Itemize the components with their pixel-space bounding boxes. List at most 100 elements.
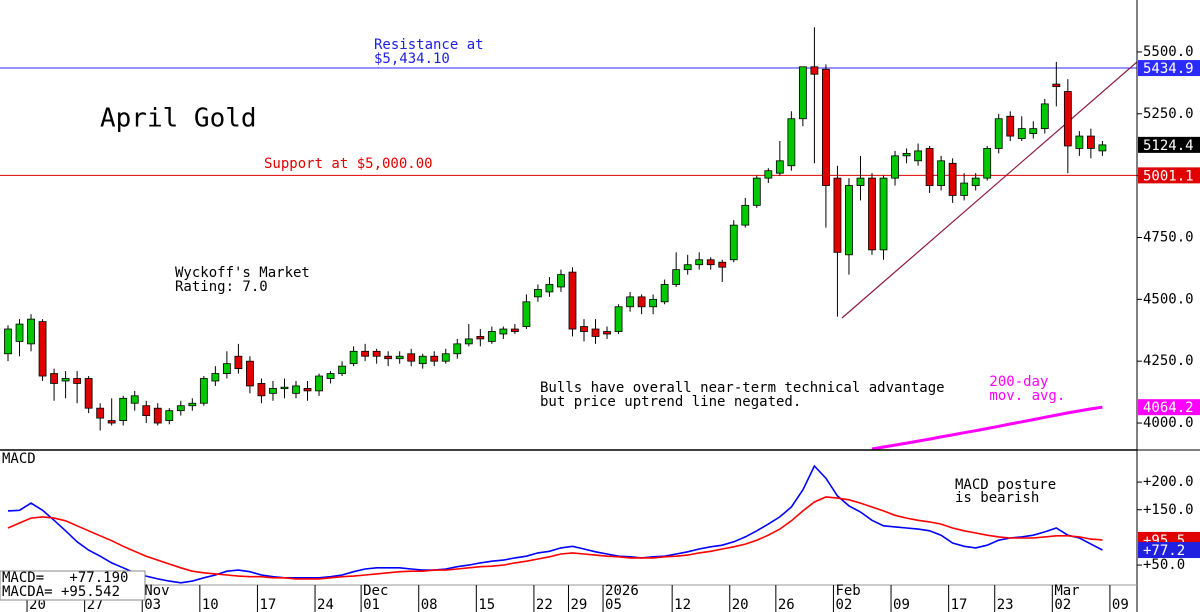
- candle-body: [176, 405, 185, 412]
- x-tick-label: 09: [1112, 597, 1129, 612]
- candle-body: [580, 326, 588, 332]
- candle-body: [188, 402, 197, 407]
- candle-body: [637, 296, 646, 308]
- note-line: 200-day: [989, 374, 1048, 390]
- candle-body: [222, 363, 231, 374]
- note-line: Wyckoff's Market: [175, 265, 310, 281]
- candle-body: [695, 259, 704, 266]
- candle-body: [591, 328, 600, 337]
- candle-body: [61, 378, 70, 382]
- candle-body: [683, 264, 692, 271]
- candle-body: [856, 177, 865, 186]
- y-tick-label: +150.0: [1143, 502, 1194, 518]
- x-tick-label: 22: [536, 597, 553, 612]
- candle-body: [1086, 135, 1095, 149]
- candle-body: [372, 350, 381, 357]
- candle-body: [453, 343, 462, 355]
- candle-body: [879, 177, 888, 251]
- candle-body: [752, 177, 761, 206]
- note-line: Bulls have overall near-term technical a…: [540, 380, 945, 396]
- candle-body: [326, 373, 335, 379]
- candle-body: [729, 224, 738, 261]
- y-tick-label: 5500.0: [1143, 44, 1194, 60]
- candle-body: [649, 298, 658, 308]
- candle-body: [407, 353, 416, 362]
- candle-body: [165, 410, 174, 421]
- candle-body: [153, 407, 162, 424]
- candle-body: [499, 328, 508, 335]
- candle-body: [199, 378, 208, 404]
- value-marker: [1138, 167, 1200, 184]
- x-tick-label: 15: [478, 597, 495, 612]
- candle-body: [902, 152, 911, 157]
- candle-body: [1098, 144, 1107, 152]
- ma-line: [871, 405, 1103, 450]
- candle-body: [994, 118, 1003, 149]
- y-tick-label: +200.0: [1143, 474, 1194, 490]
- candle-body: [660, 284, 669, 303]
- candle-body: [119, 397, 128, 421]
- candle-body: [822, 68, 830, 186]
- candle-body: [534, 289, 542, 298]
- candle-body: [464, 338, 473, 345]
- candle-body: [914, 150, 922, 162]
- x-tick-label: 01: [363, 597, 380, 612]
- x-tick-label: 17: [951, 597, 968, 612]
- candle-body: [1017, 128, 1026, 139]
- candle-body: [1063, 91, 1072, 147]
- x-month-label: Dec: [363, 583, 388, 599]
- candle-body: [395, 355, 404, 360]
- y-tick-label: +50.0: [1143, 557, 1185, 573]
- candle-body: [948, 162, 957, 196]
- x-tick-label: 03: [144, 597, 161, 612]
- y-tick-label: 5250.0: [1143, 106, 1194, 122]
- candle-body: [107, 420, 116, 424]
- candle-body: [741, 204, 750, 226]
- candle-body: [84, 378, 93, 409]
- candle-body: [798, 66, 807, 120]
- marks-layer: [4, 27, 1107, 584]
- resistance-note: Resistance at $5,434.10: [0, 0, 526, 67]
- candle-body: [868, 177, 876, 251]
- candle-body: [292, 385, 300, 394]
- note-line: is bearish: [955, 490, 1039, 506]
- candle-body: [937, 160, 946, 186]
- candle-body: [96, 407, 105, 419]
- candle-body: [1040, 103, 1049, 130]
- candle-body: [1006, 115, 1015, 137]
- x-tick-label: 02: [835, 597, 852, 612]
- x-tick-label: 24: [317, 597, 334, 612]
- x-tick-label: 20: [29, 597, 46, 612]
- x-tick-label: 27: [87, 597, 104, 612]
- y-tick-label: 4750.0: [1143, 229, 1194, 245]
- chart-title: April Gold: [100, 104, 257, 134]
- candle-body: [510, 328, 519, 332]
- candle-body: [38, 321, 47, 377]
- note-line: but price uptrend line negated.: [540, 394, 801, 410]
- candle-body: [269, 388, 277, 394]
- x-tick-label: 26: [778, 597, 795, 612]
- x-month-label: Nov: [144, 583, 169, 599]
- candle-body: [246, 360, 254, 387]
- comment: Bulls have overall near-term technical a…: [540, 380, 945, 410]
- candle-body: [15, 323, 24, 342]
- candle-body: [983, 148, 992, 179]
- candle-body: [487, 331, 496, 342]
- value-marker-label: 4064.2: [1143, 400, 1194, 416]
- candle-body: [775, 160, 784, 174]
- note-line: MACD posture: [955, 477, 1056, 493]
- rating-note: Wyckoff's Market Rating: 7.0: [0, 0, 352, 295]
- candle-body: [764, 170, 773, 179]
- axis-layer: 4000.04250.04500.04750.05000.05250.05500…: [26, 44, 1200, 612]
- candle-body: [1052, 83, 1061, 87]
- candle-body: [603, 331, 611, 335]
- candle-body: [315, 375, 323, 392]
- candle-body: [960, 182, 969, 196]
- value-marker: [1138, 136, 1200, 153]
- x-tick-label: 17: [259, 597, 276, 612]
- candle-body: [833, 177, 842, 253]
- y-tick-label: 4000.0: [1143, 415, 1194, 431]
- candle-body: [361, 350, 370, 357]
- macd-line: [7, 464, 1103, 584]
